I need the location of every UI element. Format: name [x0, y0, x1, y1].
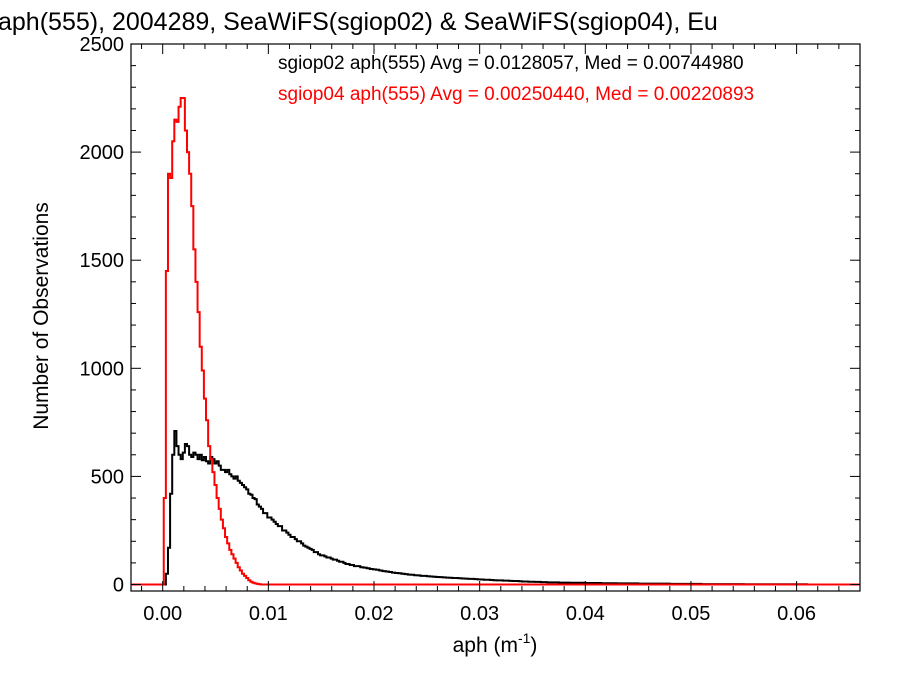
- x-tick-label: 0.00: [143, 603, 182, 625]
- x-axis-ticks: 0.00 0.01 0.02 0.03 0.04 0.05 0.06: [141, 44, 861, 625]
- y-axis-ticks: 0 500 1000 1500 2000 2500: [80, 34, 860, 597]
- y-tick-label: 2500: [80, 34, 125, 56]
- y-tick-label: 500: [91, 466, 124, 488]
- plot-area: 0.00 0.01 0.02 0.03 0.04 0.05 0.06 0 500 1000 150…: [80, 34, 861, 625]
- x-tick-label: 0.06: [777, 603, 816, 625]
- x-tick-label: 0.01: [249, 603, 288, 625]
- x-axis-label: aph (m-1): [453, 630, 538, 657]
- x-tick-label: 0.03: [460, 603, 499, 625]
- x-axis-label-superscript: -1: [518, 630, 531, 646]
- x-axis-label-main: aph (m: [453, 634, 518, 657]
- series-line-1: [131, 97, 860, 586]
- x-axis-label-close: ): [530, 634, 537, 657]
- x-tick-label: 0.02: [355, 603, 394, 625]
- series-line-0: [131, 430, 860, 586]
- legend-entry-sgiop02: sgiop02 aph(555) Avg = 0.0128057, Med = …: [278, 53, 744, 74]
- legend-entry-sgiop04: sgiop04 aph(555) Avg = 0.00250440, Med =…: [278, 84, 754, 105]
- x-tick-label: 0.05: [671, 603, 710, 625]
- y-tick-label: 1500: [80, 250, 125, 272]
- chart-title: aph(555), 2004289, SeaWiFS(sgiop02) & Se…: [0, 8, 718, 36]
- series-layer: [131, 97, 860, 586]
- y-tick-label: 0: [113, 575, 124, 597]
- y-axis-label: Number of Observations: [30, 202, 53, 430]
- legend: sgiop02 aph(555) Avg = 0.0128057, Med = …: [278, 53, 754, 105]
- plot-frame: [130, 43, 861, 592]
- x-tick-label: 0.04: [566, 603, 605, 625]
- y-tick-label: 2000: [80, 142, 125, 164]
- y-tick-label: 1000: [80, 358, 125, 380]
